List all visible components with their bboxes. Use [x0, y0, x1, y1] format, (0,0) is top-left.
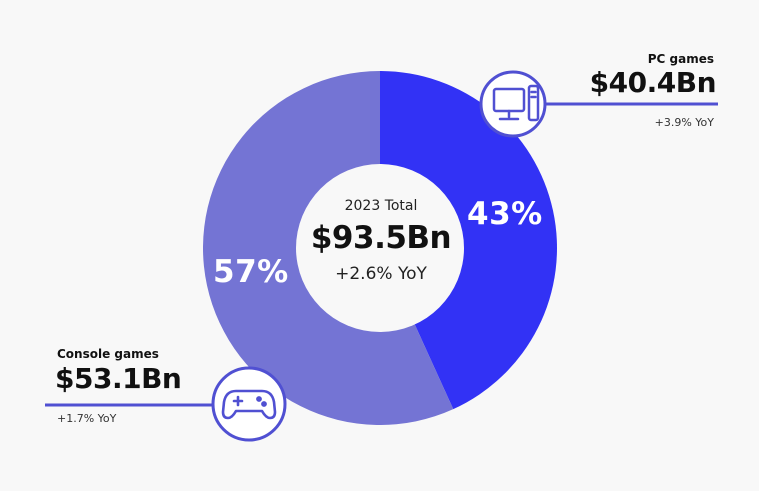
pc-icon-badge	[479, 70, 547, 138]
pc-series-name: PC games	[647, 52, 714, 66]
console-yoy-label: +1.7% YoY	[57, 412, 117, 425]
console-value-label: $53.1Bn	[55, 362, 182, 395]
pc-games-slice	[380, 71, 557, 410]
total-value: $93.5Bn	[310, 220, 452, 256]
console-percent-label: 57%	[213, 254, 289, 290]
desktop-computer-icon	[492, 84, 540, 122]
pc-yoy-label: +3.9% YoY	[654, 116, 714, 129]
total-label: 2023 Total	[344, 198, 418, 214]
donut-hole	[296, 164, 464, 332]
pc-value-label: $40.4Bn	[589, 66, 717, 99]
console-series-name: Console games	[57, 347, 159, 361]
console-icon-badge	[211, 366, 287, 442]
pc-percent-label: 43%	[467, 196, 543, 232]
gamepad-icon	[221, 389, 277, 420]
total-yoy: +2.6% YoY	[335, 264, 427, 284]
